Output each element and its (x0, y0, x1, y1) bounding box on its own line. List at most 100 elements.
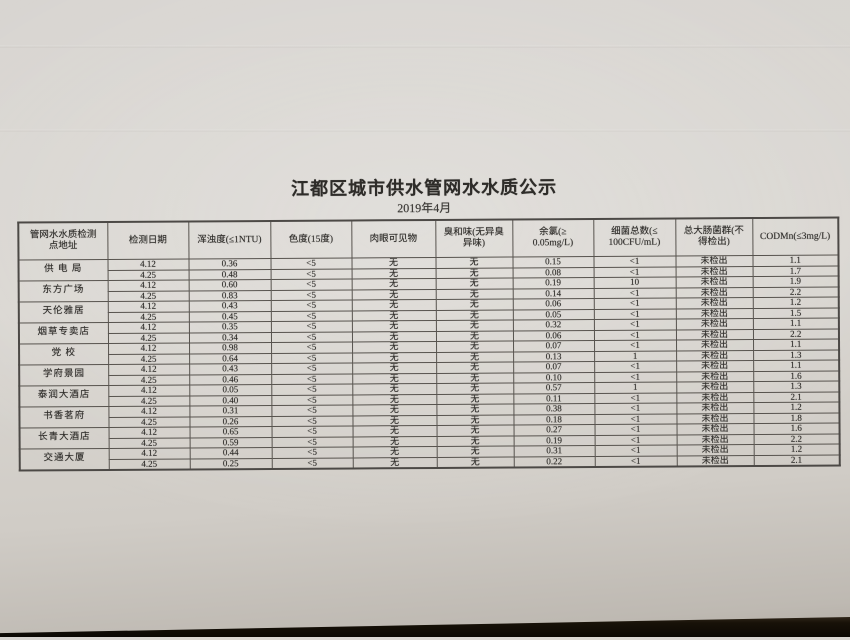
value-cell: <1 (593, 308, 676, 320)
value-cell: 2.1 (753, 454, 840, 467)
value-cell: 0.31 (189, 405, 272, 417)
value-cell: 4.25 (108, 458, 190, 470)
column-header: 色度(15度) (270, 220, 352, 259)
value-cell: 0.34 (188, 331, 272, 343)
value-cell: 无 (436, 403, 514, 415)
value-cell: 4.25 (108, 374, 190, 386)
value-cell: 0.19 (512, 277, 594, 289)
value-cell: <1 (594, 392, 677, 404)
value-cell: <1 (594, 423, 677, 435)
value-cell: 未检出 (676, 455, 754, 467)
value-cell: <5 (270, 299, 352, 311)
value-cell: 2.1 (753, 391, 840, 403)
value-cell: 0.83 (188, 289, 271, 301)
value-cell: 无 (436, 361, 514, 373)
location-cell: 天伦雅居 (18, 301, 108, 324)
value-cell: 无 (435, 319, 513, 331)
value-cell: <5 (271, 341, 353, 353)
value-cell: 0.32 (512, 319, 594, 331)
value-cell: 未检出 (676, 339, 754, 351)
column-header: 浑浊度(≤1NTU) (188, 220, 271, 259)
value-cell: 0.65 (189, 426, 272, 438)
value-cell: <5 (271, 394, 353, 406)
column-header: CODMn(≤3mg/L) (752, 217, 839, 256)
value-cell: 4.12 (108, 363, 190, 375)
value-cell: 无 (436, 414, 514, 426)
value-cell: 1.2 (753, 443, 840, 456)
value-cell: 无 (435, 330, 514, 342)
location-cell: 供 电 局 (18, 259, 108, 282)
value-cell: 无 (435, 288, 513, 300)
value-cell: 4.25 (107, 311, 189, 323)
value-cell: 无 (351, 320, 436, 332)
value-cell: <5 (271, 446, 353, 458)
value-cell: 0.59 (189, 436, 272, 448)
value-cell: 无 (436, 456, 514, 468)
value-cell: 4.25 (107, 269, 189, 281)
value-cell: 未检出 (675, 308, 753, 319)
value-cell: <1 (594, 371, 677, 383)
value-cell: 1.1 (753, 360, 840, 372)
value-cell: 4.25 (108, 416, 190, 428)
value-cell: <5 (270, 268, 352, 280)
value-cell: <5 (270, 257, 352, 269)
value-cell: <1 (594, 455, 677, 467)
value-cell: 无 (352, 351, 437, 363)
value-cell: 1 (594, 381, 677, 393)
value-cell: 无 (435, 298, 513, 310)
value-cell: 0.14 (512, 287, 594, 299)
value-cell: <5 (270, 320, 352, 332)
value-cell: 4.12 (108, 384, 190, 396)
value-cell: <1 (594, 339, 677, 351)
value-cell: <5 (270, 289, 352, 301)
value-cell: 0.35 (188, 321, 271, 333)
value-cell: 未检出 (675, 266, 753, 277)
value-cell: 0.38 (513, 403, 595, 415)
value-cell: 无 (436, 340, 514, 352)
value-cell: 0.15 (512, 256, 594, 268)
value-cell: 0.60 (188, 279, 271, 291)
value-cell: <5 (271, 457, 353, 469)
value-cell: 4.12 (108, 426, 190, 438)
value-cell: 无 (352, 383, 437, 395)
value-cell: 未检出 (676, 423, 754, 435)
value-cell: 无 (436, 351, 514, 363)
value-cell: 0.40 (189, 394, 272, 406)
value-cell: <1 (594, 360, 677, 372)
value-cell: 4.12 (108, 447, 190, 459)
value-cell: 2.2 (753, 433, 840, 445)
value-cell: 1.2 (752, 297, 839, 309)
value-cell: <5 (271, 425, 353, 437)
value-cell: 无 (351, 278, 436, 290)
value-cell: 0.57 (513, 382, 595, 394)
value-cell: <5 (271, 352, 353, 364)
location-cell: 东方广场 (18, 280, 108, 303)
water-quality-table: 管网水水质检测 点地址 检测日期 浑浊度(≤1NTU) 色度(15度) 肉眼可见物 臭和味… (17, 216, 841, 472)
value-cell: 1.2 (753, 402, 840, 414)
value-cell: 0.36 (188, 258, 271, 270)
value-cell: 未检出 (676, 392, 754, 403)
value-cell: 未检出 (675, 318, 753, 330)
value-cell: 0.11 (513, 392, 595, 404)
value-cell: 无 (351, 330, 437, 342)
value-cell: 未检出 (676, 413, 754, 424)
value-cell: 未检出 (676, 381, 754, 393)
value-cell: 0.07 (513, 361, 595, 373)
value-cell: 0.19 (513, 434, 595, 446)
value-cell: 1.1 (752, 255, 839, 267)
value-cell: 4.25 (108, 353, 190, 365)
value-cell: 1.1 (752, 318, 839, 330)
location-cell: 书香茗府 (19, 406, 109, 429)
value-cell: 未检出 (675, 255, 753, 267)
value-cell: 1.6 (753, 370, 840, 382)
value-cell: 4.12 (108, 405, 190, 417)
value-cell: 未检出 (675, 287, 753, 298)
value-cell: 无 (351, 288, 436, 300)
value-cell: 未检出 (676, 350, 754, 361)
column-header: 余氯(≥ 0.05mg/L) (512, 219, 594, 257)
value-cell: 0.22 (513, 455, 595, 468)
value-cell: 0.31 (513, 445, 595, 457)
value-cell: <5 (271, 362, 353, 374)
value-cell: 无 (436, 424, 514, 436)
